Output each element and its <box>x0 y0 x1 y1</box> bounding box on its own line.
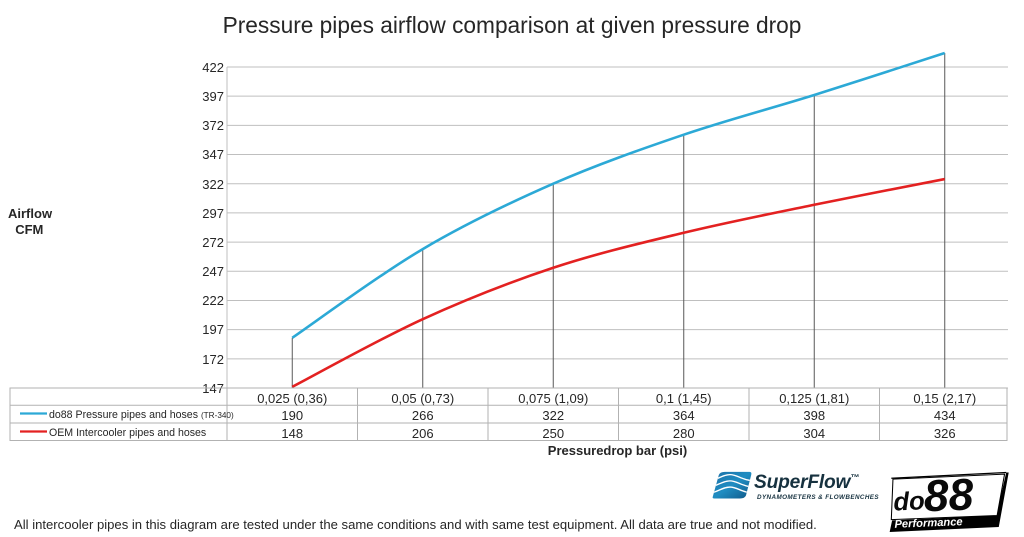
svg-text:do: do <box>893 487 925 516</box>
svg-text:88: 88 <box>923 470 975 521</box>
